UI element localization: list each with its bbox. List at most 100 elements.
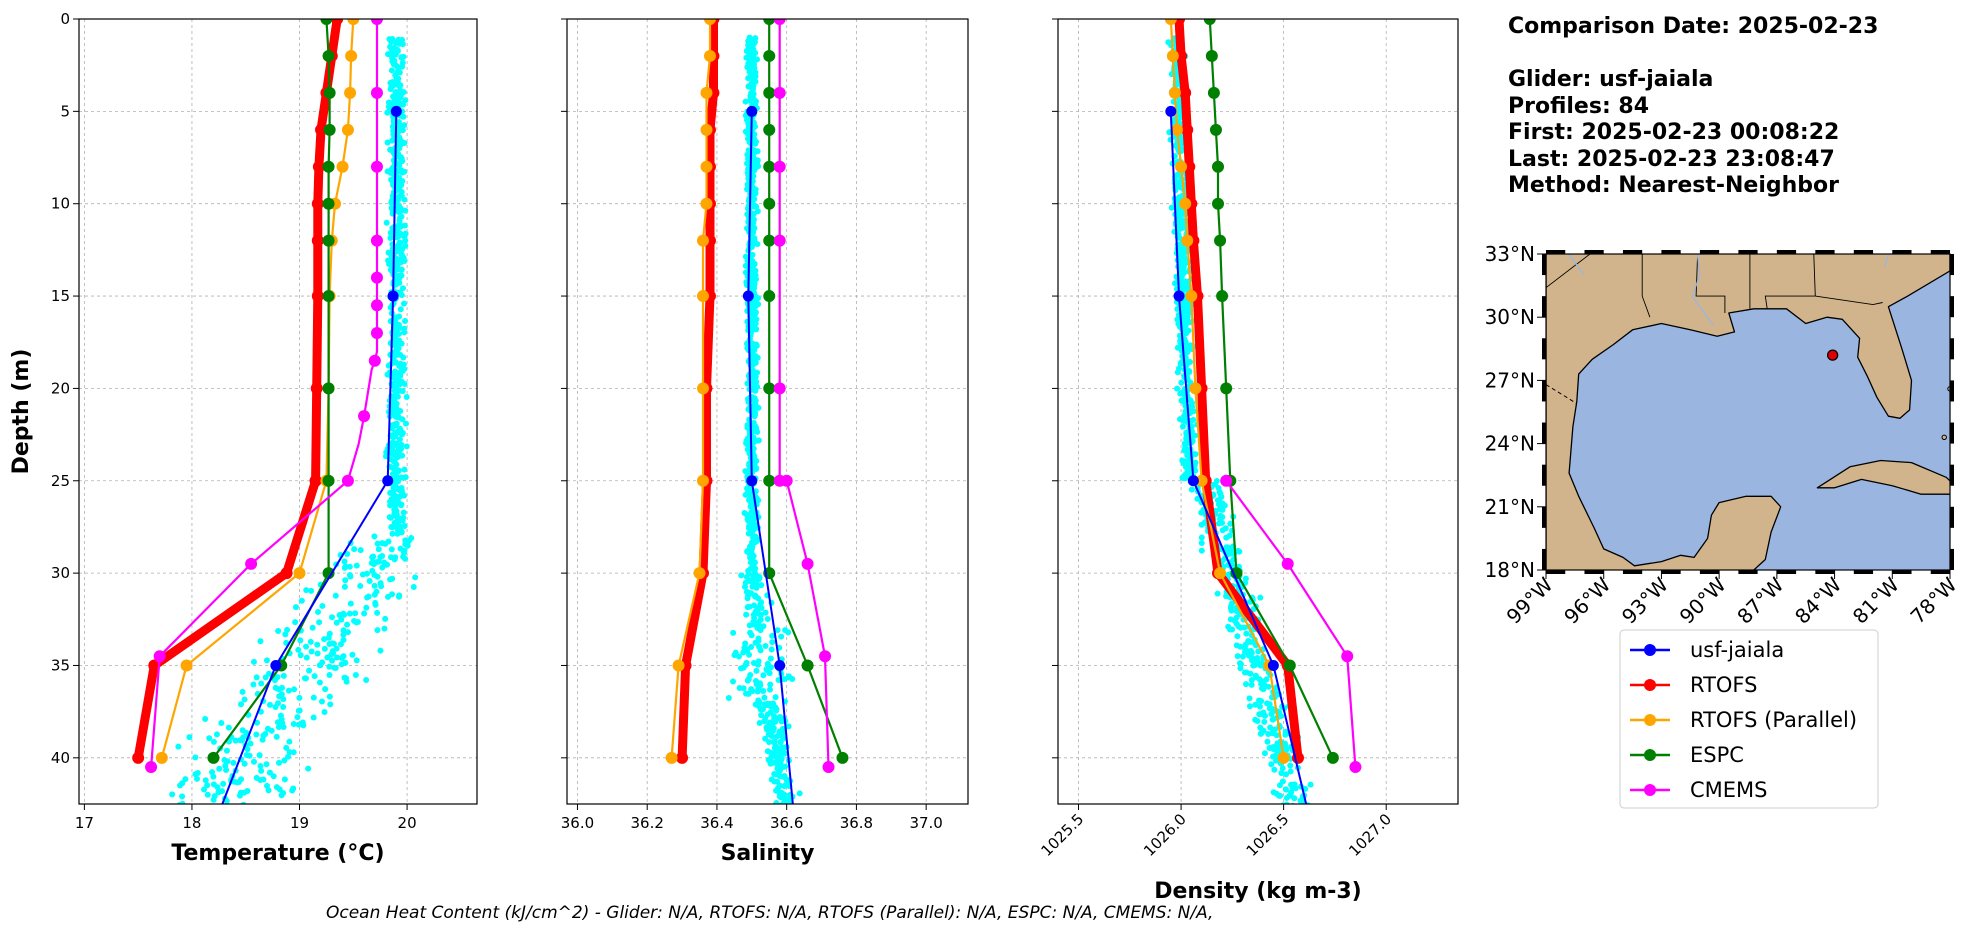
x-tick-label: 17 (75, 814, 94, 832)
glider-scatter-point (399, 429, 406, 436)
glider-scatter-point (225, 724, 232, 731)
glider-scatter-point (396, 279, 403, 286)
glider-scatter-point (750, 203, 757, 210)
glider-scatter-point (262, 731, 269, 738)
glider-scatter-point (337, 641, 344, 648)
series-marker (1195, 474, 1208, 487)
glider-scatter-point (392, 89, 399, 96)
glider-scatter-point (749, 306, 756, 313)
series-marker (155, 751, 168, 764)
map-border-segment (1542, 464, 1546, 486)
glider-scatter-point (277, 712, 284, 719)
glider-scatter-point (387, 489, 394, 496)
glider-scatter-point (250, 681, 257, 688)
glider-scatter-point (745, 690, 752, 697)
glider-scatter (725, 34, 803, 804)
glider-scatter-point (774, 758, 781, 765)
glider-scatter-point (240, 734, 247, 741)
series-rtofs-parallel- (1164, 19, 1290, 764)
glider-scatter-point (782, 627, 789, 634)
glider-scatter-point (379, 553, 386, 560)
legend-label: usf-jaiala (1690, 638, 1784, 662)
glider-scatter-point (295, 646, 302, 653)
glider-scatter-point (1276, 782, 1283, 789)
glider-scatter-point (396, 162, 403, 169)
glider-scatter-point (398, 155, 405, 162)
glider-scatter-point (274, 719, 281, 726)
glider-scatter-point (752, 98, 759, 105)
glider-scatter-point (223, 747, 230, 754)
legend-swatch-marker (1644, 784, 1656, 796)
series-marker (700, 197, 713, 210)
glider-scatter-point (341, 583, 348, 590)
glider-scatter-point (747, 578, 754, 585)
y-tick-label: 5 (60, 102, 70, 120)
series-marker (213, 808, 224, 819)
series-marker (693, 567, 706, 580)
glider-scatter-point (283, 744, 290, 751)
glider-scatter-point (776, 767, 783, 774)
glider-scatter-point (387, 502, 394, 509)
glider-scatter-point (383, 561, 390, 568)
map-border-segment (1950, 506, 1954, 528)
glider-scatter-point (321, 709, 328, 716)
glider-scatter-point (749, 511, 756, 518)
x-axis-label: Density (kg m-3) (1154, 879, 1362, 904)
glider-scatter-point (768, 733, 775, 740)
series-marker (1326, 751, 1339, 764)
glider-scatter-point (211, 793, 218, 800)
glider-scatter-point (1271, 766, 1278, 773)
glider-scatter-point (392, 314, 399, 321)
x-tick-label: 19 (290, 814, 309, 832)
glider-scatter-point (351, 546, 358, 553)
glider-scatter-point (775, 762, 782, 769)
series-marker (341, 474, 354, 487)
glider-scatter-point (1174, 385, 1181, 392)
map-border-segment (1542, 506, 1546, 528)
glider-scatter-point (1225, 623, 1232, 630)
series-marker (1175, 49, 1188, 62)
glider-scatter-point (340, 627, 347, 634)
glider-scatter-point (1192, 467, 1199, 474)
land-cuba (1816, 459, 1950, 495)
series-espc (207, 19, 336, 764)
glider-scatter-point (353, 562, 360, 569)
glider-scatter-point (1283, 746, 1290, 753)
series-usf-jaiala (742, 105, 794, 804)
series-marker (347, 19, 360, 25)
ohc-footer: Ocean Heat Content (kJ/cm^2) - Glider: N… (326, 903, 1214, 923)
series-marker (1214, 234, 1227, 247)
glider-scatter-point (315, 608, 322, 615)
map-border-segment (1699, 250, 1720, 254)
glider-scatter-point (401, 366, 408, 373)
glider-scatter-point (746, 603, 753, 610)
glider-scatter-point (1186, 368, 1193, 375)
glider-scatter-point (390, 483, 397, 490)
glider-scatter-point (396, 425, 403, 432)
glider-scatter-point (296, 694, 303, 701)
series-marker (1175, 160, 1188, 173)
glider-scatter-point (744, 595, 751, 602)
glider-scatter-point (273, 784, 280, 791)
glider-scatter-point (1183, 461, 1190, 468)
glider-scatter-point (754, 429, 761, 436)
series-marker (819, 650, 832, 663)
glider-scatter-point (324, 654, 331, 661)
glider-scatter-point (391, 556, 398, 563)
glider-scatter-point (771, 739, 778, 746)
glider-scatter-point (403, 393, 410, 400)
glider-scatter-point (333, 654, 340, 661)
glider-scatter-point (264, 725, 271, 732)
glider-scatter-point (1255, 648, 1262, 655)
glider-scatter-point (223, 798, 230, 804)
glider-scatter-point (796, 790, 803, 797)
axes-frame (78, 18, 478, 805)
glider-scatter-point (774, 733, 781, 740)
glider-scatter-point (241, 760, 248, 767)
legend-swatch-marker (1644, 749, 1656, 761)
glider-scatter-point (374, 540, 381, 547)
glider-scatter-point (746, 485, 753, 492)
glider-scatter-point (757, 616, 764, 623)
glider-scatter-point (735, 653, 742, 660)
series-marker (1341, 650, 1354, 663)
